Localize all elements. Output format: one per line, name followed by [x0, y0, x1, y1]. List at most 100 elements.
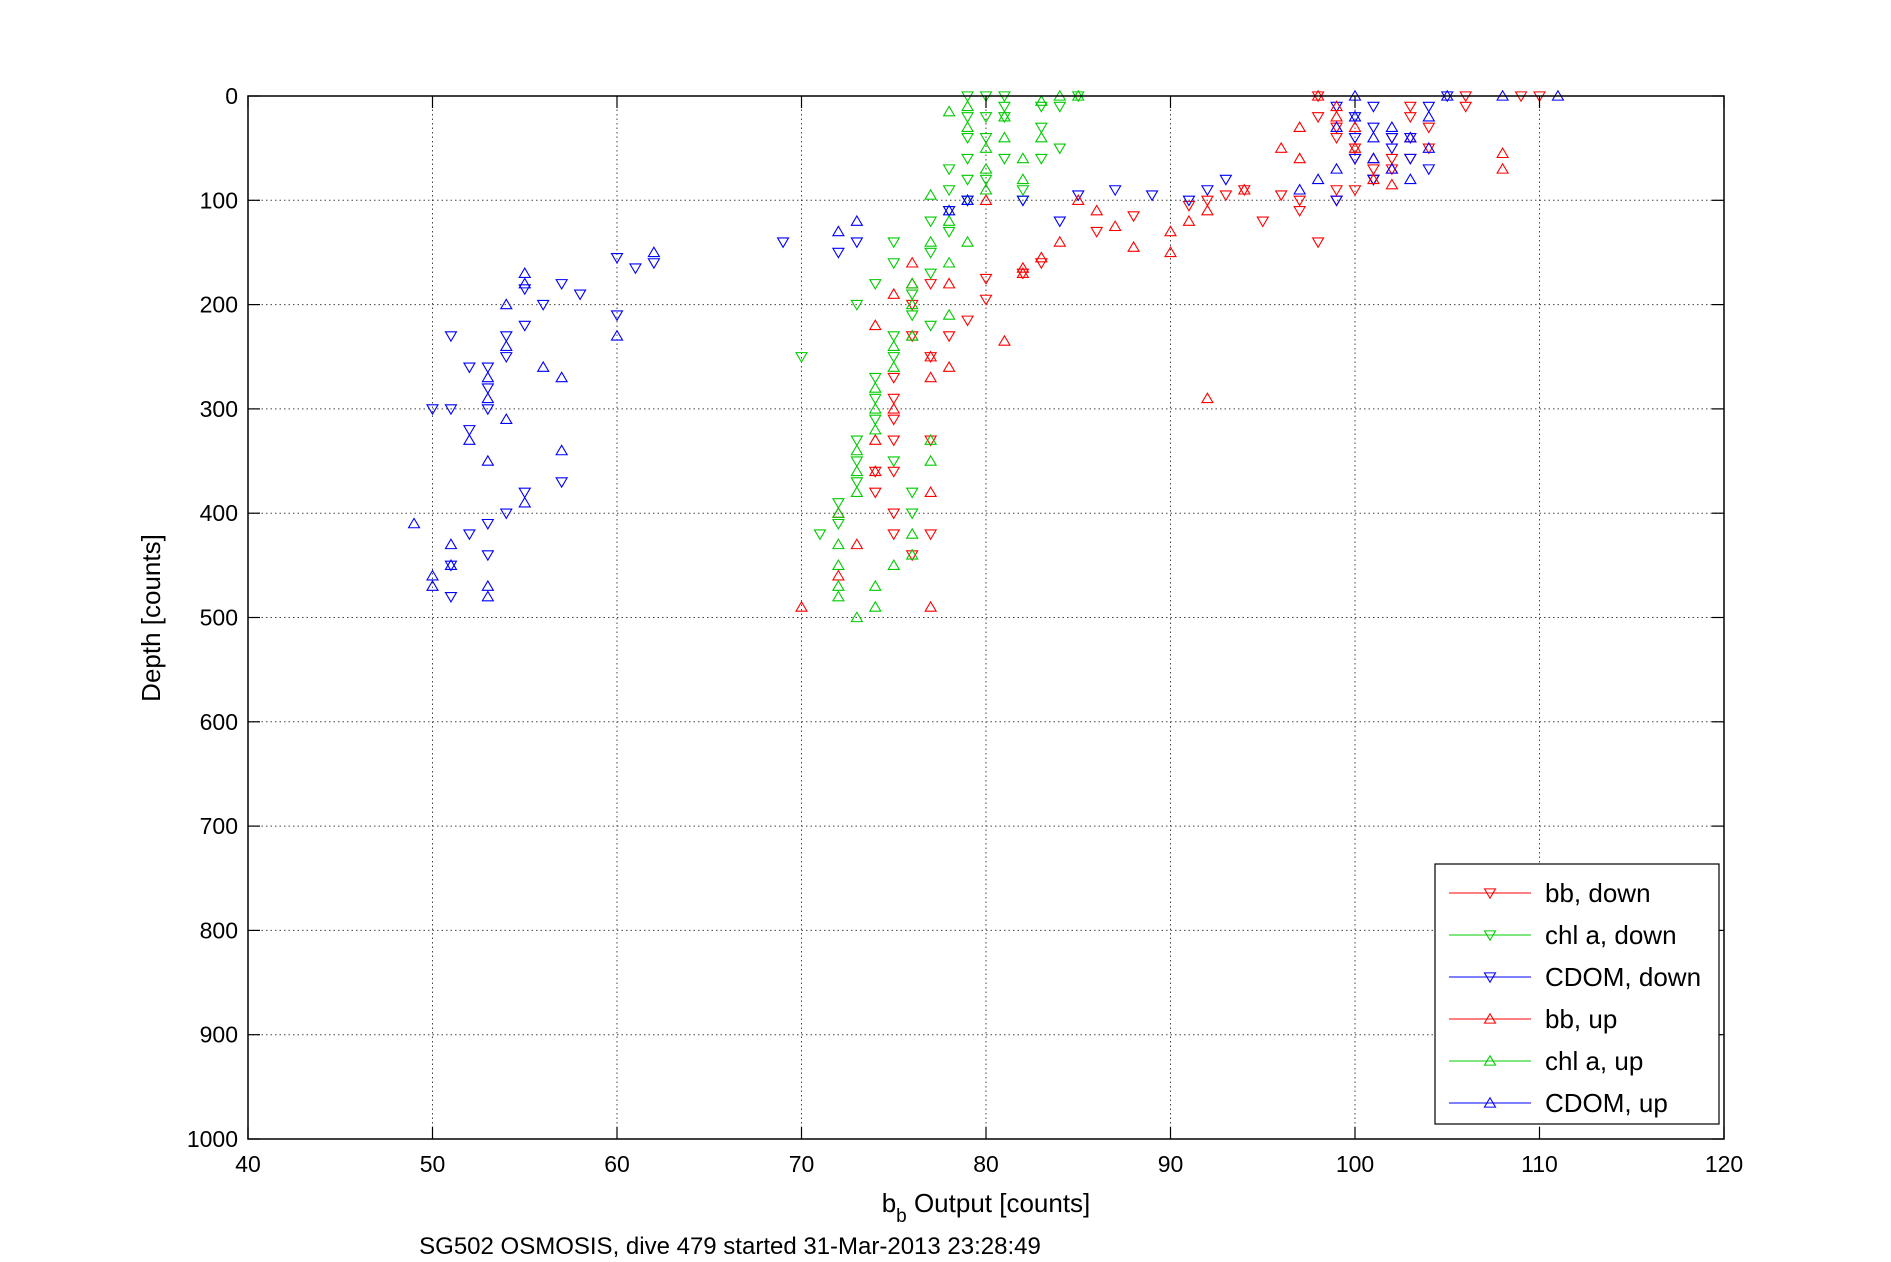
data-point	[573, 289, 587, 301]
data-point	[887, 340, 901, 351]
data-point	[407, 517, 421, 529]
data-point	[997, 110, 1011, 122]
data-point	[1348, 133, 1362, 145]
data-point	[887, 258, 901, 270]
data-point	[795, 600, 808, 612]
data-point	[1293, 152, 1307, 164]
data-point	[1274, 190, 1288, 202]
data-point	[518, 277, 532, 289]
data-point	[905, 548, 919, 560]
data-point	[1034, 153, 1048, 165]
data-point	[942, 204, 956, 216]
data-point	[481, 392, 495, 404]
data-point	[850, 299, 864, 311]
data-point	[647, 246, 661, 258]
data-point	[776, 237, 790, 249]
data-point	[1403, 153, 1417, 165]
data-point	[887, 331, 901, 343]
data-point	[1348, 110, 1362, 122]
data-point	[924, 268, 938, 280]
data-point	[868, 487, 882, 499]
caption: SG502 OSMOSIS, dive 479 started 31-Mar-2…	[419, 1233, 1041, 1260]
data-point	[444, 591, 458, 603]
data-point	[1330, 122, 1344, 134]
data-point	[868, 319, 882, 331]
legend-label: CDOM, down	[1545, 962, 1701, 992]
data-point	[1348, 120, 1362, 132]
data-point	[997, 334, 1011, 346]
data-point	[961, 174, 975, 186]
data-point	[942, 256, 956, 268]
data-point	[1366, 131, 1380, 143]
data-point	[850, 456, 864, 468]
data-point	[850, 237, 864, 249]
data-point	[1348, 141, 1362, 153]
data-point	[942, 164, 956, 176]
data-point	[1053, 143, 1067, 155]
data-point	[887, 287, 901, 299]
x-tick-label: 100	[1336, 1151, 1374, 1177]
data-point	[979, 183, 993, 195]
x-axis-label: bb Output [counts]	[882, 1188, 1091, 1227]
data-point	[1403, 133, 1417, 145]
data-point	[1016, 261, 1030, 273]
x-tick-label: 70	[789, 1151, 815, 1177]
data-point	[905, 289, 919, 301]
data-point	[831, 498, 845, 510]
data-point	[868, 466, 882, 478]
y-tick-label: 600	[200, 709, 238, 735]
data-point	[905, 550, 919, 562]
data-point	[850, 486, 864, 498]
data-point	[462, 433, 476, 445]
data-point	[499, 331, 513, 343]
data-point	[831, 247, 845, 259]
data-point	[868, 393, 882, 405]
data-point	[1366, 164, 1380, 176]
data-point	[887, 393, 901, 405]
data-point	[1016, 173, 1030, 185]
data-points	[407, 89, 1565, 623]
data-point	[887, 529, 901, 541]
data-point	[979, 294, 993, 306]
data-point	[1200, 204, 1214, 216]
data-point	[924, 350, 938, 362]
data-point	[518, 487, 532, 499]
data-point	[1182, 214, 1196, 226]
data-point	[499, 508, 513, 520]
data-point	[924, 486, 938, 498]
data-point	[444, 331, 458, 343]
data-point	[905, 310, 919, 322]
data-point	[1366, 101, 1380, 113]
data-point	[444, 559, 458, 571]
data-point	[831, 506, 845, 518]
legend-label: CDOM, up	[1545, 1088, 1668, 1118]
data-point	[481, 383, 495, 395]
data-point	[979, 193, 993, 205]
data-point	[942, 214, 956, 226]
series-cdom-up	[407, 89, 1565, 602]
data-point	[499, 413, 513, 425]
data-point	[1403, 101, 1417, 113]
data-point	[1422, 122, 1436, 134]
data-point	[1422, 101, 1436, 113]
data-point	[979, 133, 993, 145]
y-tick-label: 300	[200, 396, 238, 422]
data-point	[610, 329, 624, 341]
y-tick-label: 400	[200, 500, 238, 526]
data-point	[1034, 131, 1048, 143]
y-tick-label: 900	[200, 1022, 238, 1048]
data-point	[1127, 211, 1141, 223]
data-point	[1348, 185, 1362, 197]
data-point	[942, 277, 956, 289]
data-point	[905, 508, 919, 520]
data-point	[1182, 195, 1196, 207]
data-point	[961, 100, 975, 112]
legend-marker	[1483, 1054, 1497, 1066]
data-point	[850, 538, 864, 550]
data-point	[1034, 258, 1048, 270]
series-chl-a-up	[831, 89, 1085, 623]
data-point	[887, 360, 901, 372]
data-point	[887, 237, 901, 249]
data-point	[499, 298, 513, 310]
